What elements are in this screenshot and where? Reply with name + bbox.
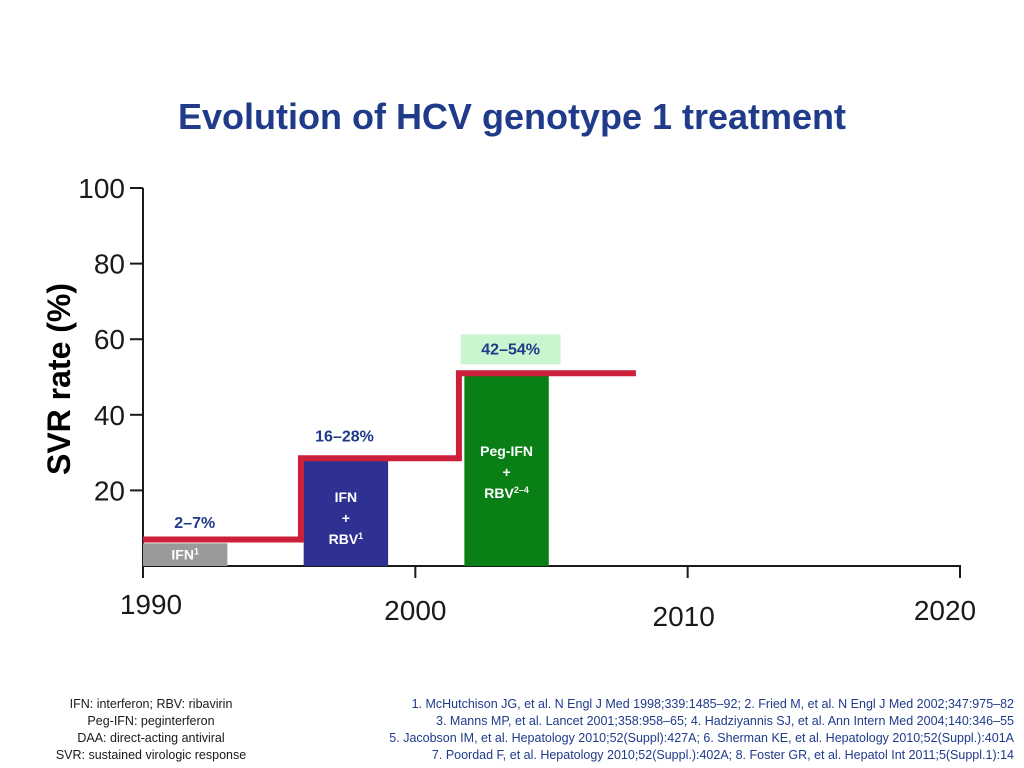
range-label-range-peg: 42–54% <box>481 341 540 358</box>
range-box-range-peg <box>460 334 561 365</box>
bar-peg-ifn-rbv <box>464 373 549 566</box>
abbrev-line: DAA: direct-acting antiviral <box>77 731 225 745</box>
abbrev-line: IFN: interferon; RBV: ribavirin <box>69 697 233 711</box>
range-label-range-ifn: 2–7% <box>174 515 215 532</box>
footnotes-abbreviations: IFN: interferon; RBV: ribavirin Peg-IFN:… <box>20 696 282 764</box>
bar-ifn-rbv <box>303 460 389 566</box>
reference-line: 5. Jacobson IM, et al. Hepatology 2010;5… <box>389 731 1014 745</box>
y-tick-label: 100 <box>78 173 125 204</box>
bar-label-plus-ifn-rbv: + <box>342 510 350 526</box>
range-label-range-ifn-rbv: 16–28% <box>315 428 374 445</box>
abbrev-line: Peg-IFN: peginterferon <box>87 714 215 728</box>
bar-label-drug-ifn-rbv: RBV1 <box>329 531 364 547</box>
x-tick-label: 2000 <box>384 595 446 626</box>
y-axis-label: SVR rate (%) <box>41 283 77 475</box>
page-title: Evolution of HCV genotype 1 treatment <box>177 96 847 137</box>
bar-ifn <box>143 543 228 566</box>
y-tick-label: 40 <box>94 400 125 431</box>
reference-line: 3. Manns MP, et al. Lancet 2001;358:958–… <box>436 714 1014 728</box>
x-tick-label: 2020 <box>914 595 976 626</box>
bar-label-peg-ifn-rbv: Peg-IFN <box>480 443 533 459</box>
abbrev-line: SVR: sustained virologic response <box>55 748 247 762</box>
x-tick-label: 2010 <box>653 601 715 632</box>
bar-label-drug-peg-ifn-rbv: RBV2–4 <box>484 485 529 501</box>
footnotes-references: 1. McHutchison JG, et al. N Engl J Med 1… <box>294 696 1014 764</box>
y-tick-label: 20 <box>94 475 125 506</box>
bar-label-plus-peg-ifn-rbv: + <box>502 464 510 480</box>
y-tick-label: 80 <box>94 249 125 280</box>
x-tick-label: 1990 <box>120 589 182 620</box>
y-tick-label: 60 <box>94 324 125 355</box>
reference-line: 1. McHutchison JG, et al. N Engl J Med 1… <box>411 697 1014 711</box>
bar-label-ifn-rbv: IFN <box>335 489 358 505</box>
svr-step-line <box>143 370 636 543</box>
svr-chart: 20 40 60 80 100 1990 2000 2010 2020 SVR rate (%) I… <box>41 173 976 632</box>
bar-label-ifn: IFN1 <box>171 547 199 563</box>
reference-line: 7. Poordad F, et al. Hepatology 2010;52(… <box>431 748 1014 762</box>
